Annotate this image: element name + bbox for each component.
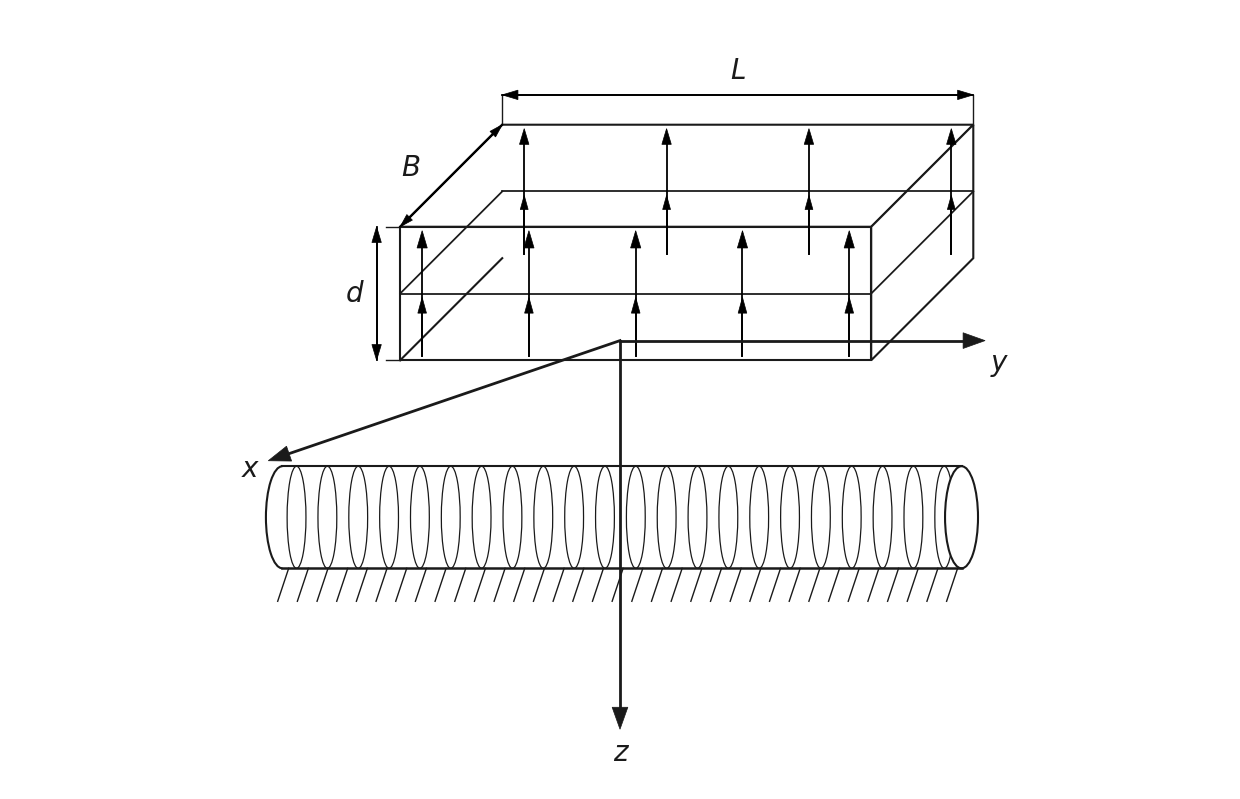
- Polygon shape: [662, 129, 671, 145]
- Polygon shape: [957, 90, 973, 100]
- Polygon shape: [372, 344, 382, 360]
- Polygon shape: [662, 196, 671, 209]
- Text: z: z: [613, 739, 627, 767]
- Polygon shape: [613, 707, 627, 729]
- Polygon shape: [523, 231, 534, 248]
- Polygon shape: [805, 196, 813, 209]
- Polygon shape: [502, 90, 518, 100]
- Polygon shape: [401, 215, 413, 227]
- Polygon shape: [631, 231, 641, 248]
- Text: L: L: [730, 58, 745, 85]
- Polygon shape: [418, 297, 427, 313]
- Polygon shape: [947, 196, 955, 209]
- Text: d: d: [346, 280, 363, 308]
- Polygon shape: [268, 446, 291, 461]
- Text: y: y: [991, 348, 1007, 376]
- Polygon shape: [872, 125, 973, 360]
- Polygon shape: [521, 196, 528, 209]
- Text: O: O: [591, 199, 614, 227]
- Polygon shape: [844, 231, 854, 248]
- Polygon shape: [963, 332, 985, 348]
- Polygon shape: [490, 125, 502, 137]
- Polygon shape: [417, 231, 428, 248]
- Polygon shape: [520, 129, 529, 145]
- Text: x: x: [242, 455, 258, 483]
- Polygon shape: [401, 227, 872, 360]
- Polygon shape: [372, 227, 382, 242]
- Text: B: B: [401, 154, 420, 182]
- Polygon shape: [844, 297, 853, 313]
- Polygon shape: [401, 125, 973, 227]
- Ellipse shape: [945, 467, 978, 568]
- Polygon shape: [525, 297, 533, 313]
- Polygon shape: [631, 297, 640, 313]
- Polygon shape: [738, 231, 748, 248]
- Polygon shape: [738, 297, 746, 313]
- Polygon shape: [805, 129, 813, 145]
- Polygon shape: [946, 129, 956, 145]
